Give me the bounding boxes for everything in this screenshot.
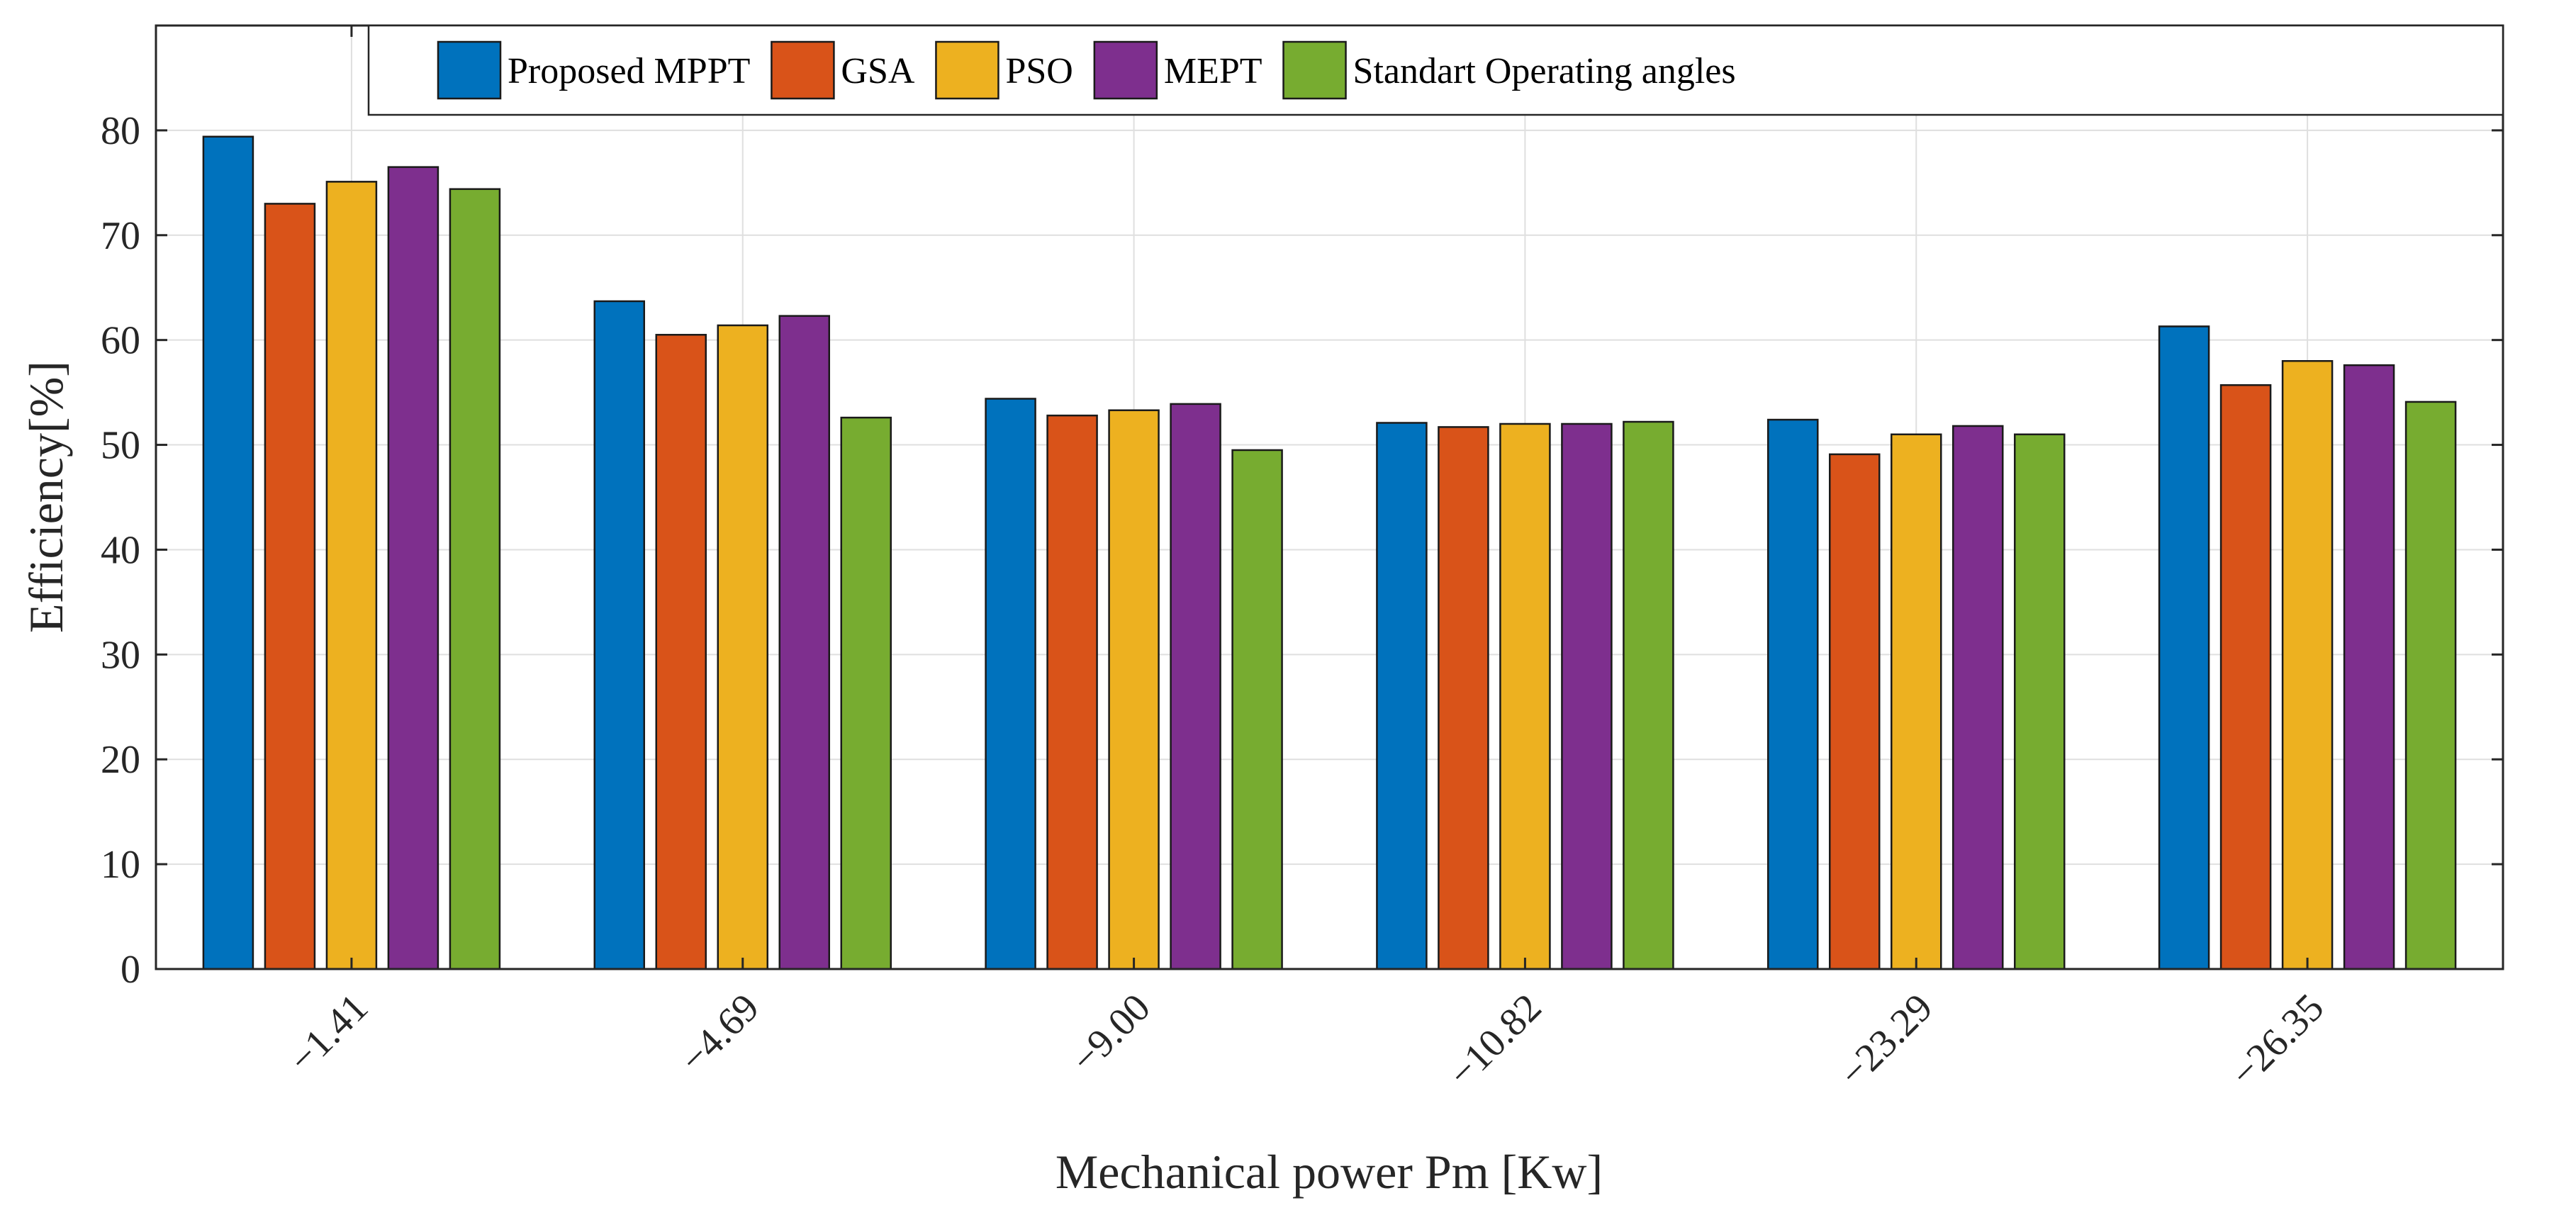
y-tick-label: 40 — [101, 528, 140, 572]
bar-pso-1 — [717, 324, 768, 970]
bar-pso-0 — [325, 181, 378, 970]
legend-label: MEPT — [1164, 51, 1262, 91]
bar-pso-5 — [2281, 359, 2334, 970]
bars — [202, 135, 2457, 970]
bar-standart-operating-angles-0 — [449, 188, 501, 970]
y-tick-label: 60 — [101, 319, 140, 363]
y-tick-label: 50 — [101, 424, 140, 468]
y-tick-label: 80 — [101, 109, 140, 153]
bar-gsa-5 — [2219, 384, 2272, 970]
legend: Proposed MPPT GSA PSO MEPT Standart Operatin… — [367, 24, 2504, 116]
bar-standart-operating-angles-2 — [1231, 449, 1283, 970]
y-axis-ticks: 0 10 20 30 40 50 60 70 80 — [101, 109, 2503, 992]
bar-gsa-3 — [1438, 426, 1489, 970]
bar-mept-5 — [2343, 364, 2395, 970]
y-tick-label: 10 — [101, 843, 140, 887]
y-axis-title: Efficiency[%] — [19, 361, 73, 633]
legend-swatch — [1093, 40, 1158, 100]
bar-proposed-mppt-2 — [985, 398, 1036, 970]
bar-standart-operating-angles-1 — [840, 416, 892, 970]
bar-standart-operating-angles-5 — [2404, 401, 2457, 970]
bar-proposed-mppt-1 — [593, 300, 645, 970]
bar-gsa-1 — [655, 334, 707, 970]
y-tick-label: 20 — [101, 738, 140, 782]
legend-label: PSO — [1005, 51, 1073, 91]
legend-swatch — [437, 40, 502, 100]
legend-box — [367, 24, 2504, 116]
legend-label: Standart Operating angles — [1353, 51, 1736, 91]
bar-gsa-0 — [264, 203, 316, 970]
bar-pso-2 — [1108, 409, 1160, 970]
bar-standart-operating-angles-3 — [1623, 420, 1674, 970]
legend-swatch — [935, 40, 999, 100]
legend-swatch — [771, 40, 835, 100]
legend-label: Proposed MPPT — [508, 51, 750, 91]
bar-pso-4 — [1891, 433, 1942, 970]
bar-proposed-mppt-3 — [1376, 422, 1428, 970]
y-tick-label: 70 — [101, 214, 140, 258]
x-tick-label: −10.82 — [1440, 985, 1550, 1095]
bar-mept-0 — [387, 166, 439, 970]
bar-mept-3 — [1561, 422, 1613, 970]
y-tick-label: 0 — [121, 948, 140, 992]
bar-pso-3 — [1499, 422, 1551, 970]
plot-background — [156, 26, 2503, 969]
x-tick-label: −23.29 — [1831, 985, 1941, 1095]
x-tick-label: −1.41 — [281, 985, 376, 1081]
bar-proposed-mppt-0 — [202, 135, 254, 970]
bar-gsa-4 — [1829, 453, 1881, 970]
x-tick-label: −4.69 — [671, 985, 767, 1081]
x-axis-title: Mechanical power Pm [Kw] — [1055, 1145, 1603, 1199]
legend-swatch — [1282, 40, 1347, 100]
bar-gsa-2 — [1046, 414, 1098, 970]
y-tick-label: 30 — [101, 633, 140, 677]
x-tick-label: −26.35 — [2222, 985, 2332, 1095]
bar-proposed-mppt-5 — [2158, 325, 2210, 970]
bar-mept-2 — [1170, 403, 1221, 970]
legend-label: GSA — [841, 51, 914, 91]
bar-proposed-mppt-4 — [1767, 418, 1819, 970]
x-tick-label: −9.00 — [1063, 985, 1158, 1081]
bar-mept-4 — [1952, 425, 2004, 970]
bar-standart-operating-angles-4 — [2014, 433, 2066, 970]
bar-mept-1 — [778, 315, 830, 970]
